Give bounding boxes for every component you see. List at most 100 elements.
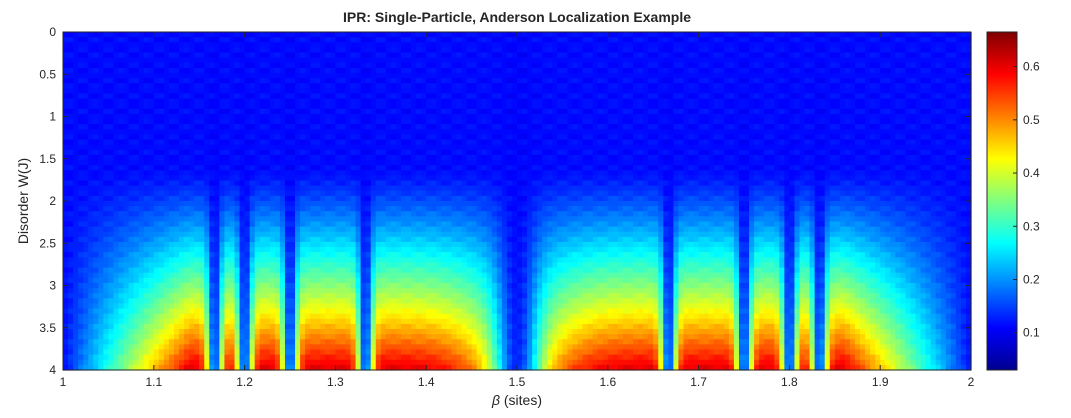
- heatmap-cell: [199, 52, 205, 59]
- heatmap-cell: [759, 103, 765, 110]
- heatmap-cell: [698, 37, 705, 43]
- heatmap-cell: [824, 103, 831, 110]
- heatmap-cell: [910, 149, 917, 156]
- heatmap-cell: [885, 62, 891, 69]
- heatmap-cell: [194, 57, 200, 64]
- heatmap-cell: [759, 93, 765, 100]
- heatmap-cell: [824, 37, 831, 43]
- heatmap-cell: [905, 149, 912, 156]
- heatmap-cell: [330, 170, 336, 176]
- heatmap-cell: [103, 47, 109, 54]
- heatmap-cell: [880, 93, 886, 100]
- heatmap-cell: [799, 83, 806, 89]
- heatmap-cell: [441, 119, 447, 125]
- heatmap-cell: [204, 154, 210, 161]
- heatmap-cell: [572, 72, 579, 79]
- heatmap-cell: [340, 129, 347, 136]
- heatmap-cell: [421, 57, 427, 64]
- heatmap-cell: [395, 32, 402, 38]
- heatmap-cell: [673, 72, 680, 79]
- heatmap-cell: [335, 139, 342, 146]
- heatmap-cell: [340, 78, 347, 84]
- heatmap-cell: [239, 98, 246, 105]
- heatmap-cell: [244, 72, 251, 79]
- heatmap-cell: [108, 129, 115, 136]
- heatmap-cell: [471, 144, 478, 151]
- heatmap-cell: [345, 144, 352, 151]
- heatmap-cell: [965, 72, 972, 79]
- heatmap-cell: [486, 170, 493, 176]
- heatmap-cell: [305, 98, 311, 105]
- heatmap-cell: [113, 119, 120, 125]
- heatmap-cell: [209, 134, 215, 141]
- heatmap-cell: [395, 149, 402, 156]
- heatmap-cell: [738, 144, 745, 151]
- heatmap-cell: [900, 139, 907, 146]
- heatmap-cell: [300, 113, 306, 120]
- heatmap-cell: [875, 78, 881, 84]
- heatmap-cell: [73, 129, 79, 136]
- heatmap-cell: [305, 154, 311, 161]
- heatmap-cell: [355, 103, 362, 110]
- heatmap-cell: [63, 108, 69, 115]
- heatmap-cell: [658, 154, 664, 161]
- heatmap-cell: [269, 62, 276, 69]
- heatmap-cell: [612, 88, 619, 95]
- heatmap-cell: [749, 134, 755, 141]
- heatmap-cell: [860, 129, 866, 136]
- heatmap-cell: [173, 72, 180, 79]
- heatmap-cell: [446, 165, 453, 171]
- heatmap-cell: [819, 47, 826, 54]
- heatmap-cell: [78, 103, 84, 110]
- heatmap-cell: [350, 113, 357, 120]
- heatmap-cell: [814, 103, 821, 110]
- heatmap-cell: [123, 119, 130, 125]
- heatmap-cell: [950, 78, 957, 84]
- heatmap-cell: [390, 78, 397, 84]
- heatmap-cell: [199, 149, 205, 156]
- heatmap-cell: [431, 149, 437, 156]
- heatmap-cell: [774, 83, 780, 89]
- heatmap-cell: [900, 83, 907, 89]
- heatmap-cell: [249, 62, 256, 69]
- heatmap-cell: [607, 72, 614, 79]
- heatmap-cell: [173, 119, 180, 125]
- heatmap-cell: [128, 129, 135, 136]
- heatmap-cell: [380, 83, 387, 89]
- heatmap-cell: [794, 88, 801, 95]
- heatmap-cell: [254, 119, 261, 125]
- heatmap-cell: [168, 144, 175, 151]
- heatmap-cell: [476, 119, 483, 125]
- heatmap-cell: [315, 170, 321, 176]
- heatmap-cell: [406, 52, 412, 59]
- heatmap-cell: [173, 52, 180, 59]
- heatmap-cell: [360, 108, 367, 115]
- heatmap-cell: [219, 139, 226, 146]
- heatmap-cell: [158, 119, 165, 125]
- heatmap-cell: [395, 42, 402, 48]
- heatmap-cell: [259, 144, 266, 151]
- heatmap-cell: [905, 154, 912, 161]
- heatmap-cell: [441, 62, 447, 69]
- heatmap-cell: [63, 57, 69, 64]
- heatmap-cell: [527, 78, 533, 84]
- heatmap-cell: [315, 160, 321, 166]
- heatmap-cell: [461, 144, 468, 151]
- heatmap-cell: [264, 144, 271, 151]
- heatmap-cell: [78, 37, 84, 43]
- heatmap-cell: [638, 154, 644, 161]
- heatmap-cell: [128, 57, 135, 64]
- heatmap-cell: [209, 67, 215, 74]
- heatmap-cell: [824, 72, 831, 79]
- heatmap-cell: [406, 108, 412, 115]
- heatmap-cell: [789, 57, 796, 64]
- heatmap-cell: [592, 154, 599, 161]
- heatmap-cell: [88, 119, 94, 125]
- heatmap-cell: [960, 113, 967, 120]
- heatmap-cell: [108, 93, 115, 100]
- heatmap-cell: [360, 47, 367, 54]
- heatmap-cell: [239, 139, 246, 146]
- heatmap-cell: [350, 103, 357, 110]
- heatmap-cell: [355, 134, 362, 141]
- heatmap-cell: [375, 47, 382, 54]
